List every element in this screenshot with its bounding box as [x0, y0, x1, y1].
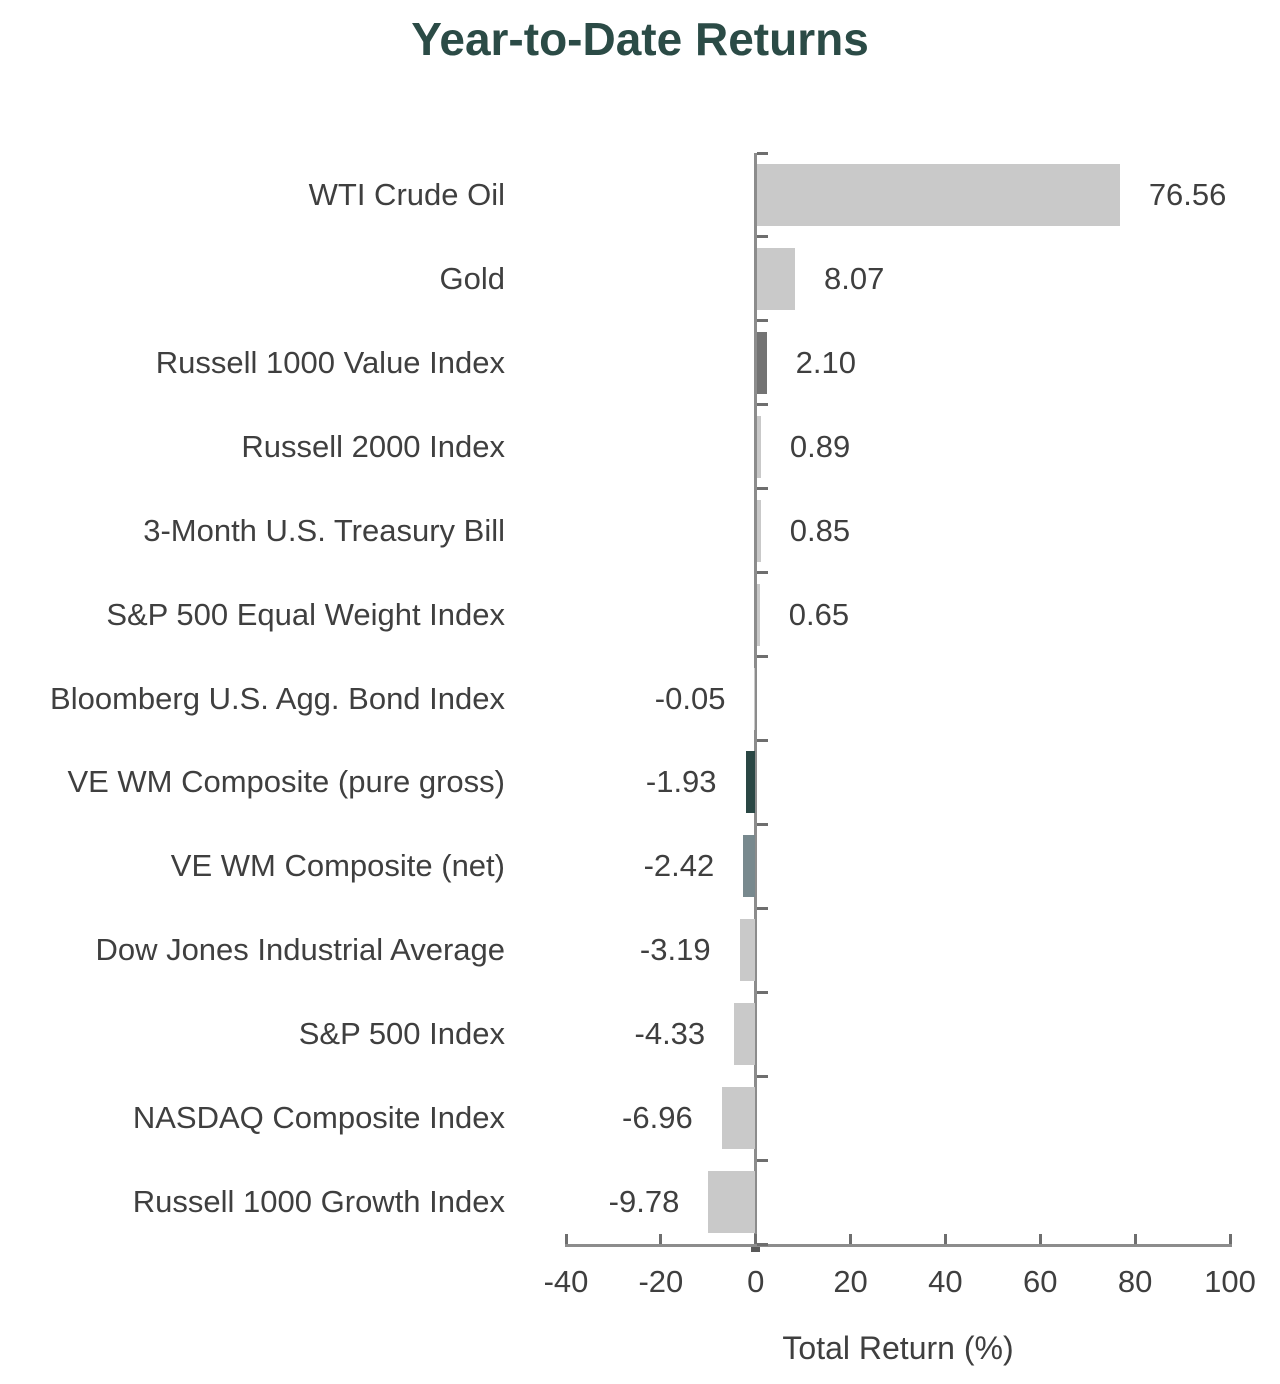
bar-value-label: -6.96: [622, 1100, 693, 1136]
x-tick-label: 60: [1023, 1264, 1058, 1299]
bar-value-label: 0.89: [789, 428, 851, 464]
x-tick: [1133, 1234, 1137, 1244]
x-tick: [754, 1234, 758, 1244]
category-label: WTI Crude Oil: [308, 176, 505, 212]
x-tick: [1038, 1234, 1042, 1244]
category-label: Gold: [439, 260, 505, 296]
x-tick-label: 80: [1117, 1264, 1153, 1299]
category-label: VE WM Composite (net): [170, 848, 505, 884]
category-tick: [757, 1074, 769, 1078]
category-label: 3-Month U.S. Treasury Bill: [143, 512, 505, 548]
x-tick: [849, 1234, 853, 1244]
x-tick-label: 0: [747, 1264, 765, 1299]
bar: [756, 331, 767, 394]
category-tick: [757, 151, 769, 155]
bar-value-label: 76.56: [1148, 176, 1227, 212]
category-tick: [757, 655, 769, 659]
category-tick: [757, 1158, 769, 1162]
bar-value-label: 0.85: [789, 512, 851, 548]
category-label: Russell 2000 Index: [241, 428, 505, 464]
bar-value-label: -9.78: [608, 1184, 680, 1220]
chart-title: Year-to-Date Returns: [411, 13, 869, 65]
x-tick: [564, 1234, 568, 1244]
category-tick: [757, 990, 769, 994]
x-tick-label: -20: [638, 1264, 684, 1299]
x-tick: [1228, 1234, 1232, 1244]
x-tick-label: 40: [928, 1264, 963, 1299]
x-tick-label: -40: [543, 1264, 589, 1299]
x-axis-line: [564, 1244, 1232, 1247]
bar-value-label: -0.05: [654, 680, 726, 716]
bar-value-label: -3.19: [639, 932, 711, 968]
x-tick: [659, 1234, 663, 1244]
bar: [756, 499, 761, 562]
zero-axis-tick: [751, 1247, 761, 1252]
bar-value-label: 2.10: [795, 344, 857, 380]
category-label: Russell 1000 Growth Index: [132, 1184, 505, 1220]
category-tick: [757, 235, 769, 239]
category-label: Bloomberg U.S. Agg. Bond Index: [50, 680, 505, 716]
bar-value-label: -2.42: [643, 848, 715, 884]
category-tick: [757, 738, 769, 742]
category-label: S&P 500 Equal Weight Index: [106, 596, 505, 632]
bar: [739, 919, 755, 982]
category-tick: [757, 906, 769, 910]
bar: [756, 247, 795, 310]
bar: [708, 1171, 755, 1234]
bar: [743, 835, 755, 898]
bar: [756, 163, 1120, 226]
bar: [745, 751, 755, 814]
bar-value-label: 0.65: [788, 596, 850, 632]
bar-value-label: -4.33: [634, 1016, 706, 1052]
category-tick: [757, 319, 769, 323]
category-tick: [757, 822, 769, 826]
category-tick: [757, 571, 769, 575]
x-tick: [943, 1234, 947, 1244]
category-label: Dow Jones Industrial Average: [95, 932, 505, 968]
x-tick-label: 100: [1204, 1264, 1256, 1299]
bar-value-label: 8.07: [823, 260, 885, 296]
bar: [721, 1087, 755, 1150]
bar: [734, 1003, 755, 1066]
bar: [756, 415, 761, 478]
x-axis-title: Total Return (%): [782, 1330, 1014, 1366]
category-tick: [757, 487, 769, 491]
category-label: VE WM Composite (pure gross): [67, 764, 505, 800]
y-axis-line: [754, 153, 758, 1247]
x-tick-label: 20: [833, 1264, 868, 1299]
bar: [756, 583, 760, 646]
category-label: NASDAQ Composite Index: [132, 1100, 505, 1136]
bar-value-label: -1.93: [645, 764, 717, 800]
category-label: Russell 1000 Value Index: [155, 344, 505, 380]
category-label: S&P 500 Index: [298, 1016, 505, 1052]
category-tick: [757, 1242, 769, 1246]
category-tick: [757, 403, 769, 407]
